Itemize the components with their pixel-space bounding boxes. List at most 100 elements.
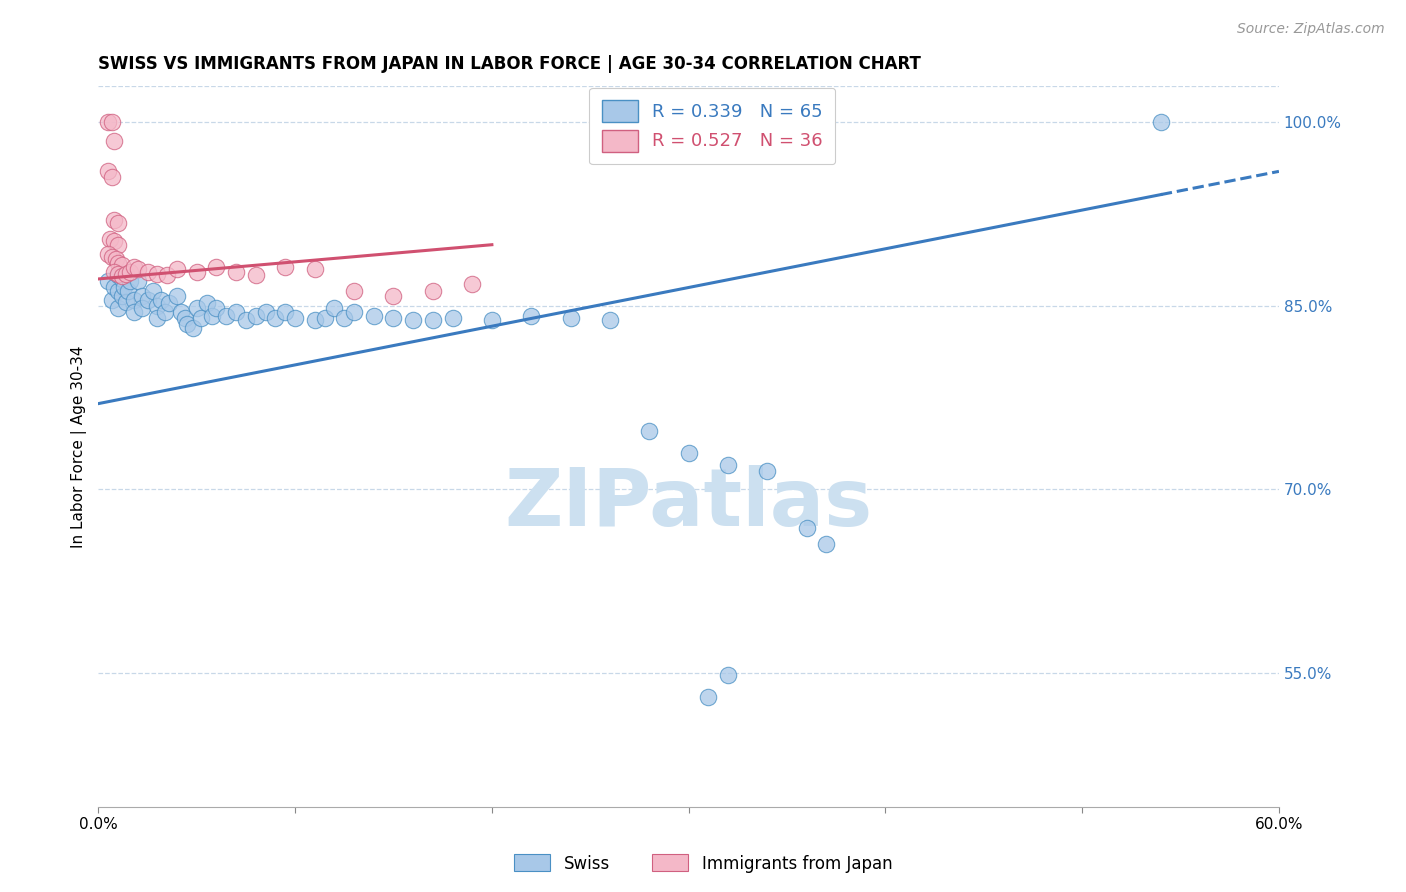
Point xyxy=(117,284,139,298)
Y-axis label: In Labor Force | Age 30-34: In Labor Force | Age 30-34 xyxy=(72,345,87,548)
Point xyxy=(103,234,125,248)
Point xyxy=(343,284,366,298)
Point xyxy=(815,537,838,551)
Point xyxy=(107,216,129,230)
Point xyxy=(176,317,198,331)
Point xyxy=(107,284,129,298)
Point xyxy=(170,305,193,319)
Point xyxy=(363,309,385,323)
Point xyxy=(186,264,208,278)
Point xyxy=(422,284,444,298)
Point xyxy=(461,277,484,291)
Legend: R = 0.339   N = 65, R = 0.527   N = 36: R = 0.339 N = 65, R = 0.527 N = 36 xyxy=(589,87,835,164)
Point xyxy=(254,305,277,319)
Point xyxy=(122,293,145,307)
Text: ZIPatlas: ZIPatlas xyxy=(505,465,873,543)
Point xyxy=(1150,115,1173,129)
Point xyxy=(157,296,180,310)
Point xyxy=(97,115,120,129)
Point xyxy=(343,305,366,319)
Point xyxy=(131,289,153,303)
Point xyxy=(115,295,138,310)
Point xyxy=(274,305,297,319)
Point xyxy=(111,272,134,286)
Point xyxy=(107,267,129,281)
Point xyxy=(638,424,661,438)
Point xyxy=(402,313,425,327)
Point xyxy=(111,269,134,284)
Point xyxy=(264,311,287,326)
Point xyxy=(155,305,177,319)
Point xyxy=(97,274,120,288)
Point xyxy=(122,260,145,274)
Point xyxy=(225,264,247,278)
Point xyxy=(697,690,720,704)
Point xyxy=(136,264,159,278)
Point xyxy=(382,311,405,326)
Point xyxy=(146,299,169,313)
Point xyxy=(215,309,238,323)
Point xyxy=(181,321,204,335)
Point xyxy=(599,313,621,327)
Point xyxy=(111,289,134,303)
Point xyxy=(97,247,120,261)
Point xyxy=(115,267,138,281)
Point xyxy=(107,268,129,283)
Point xyxy=(304,313,326,327)
Point xyxy=(520,309,543,323)
Point xyxy=(174,311,197,326)
Point xyxy=(98,231,121,245)
Point xyxy=(127,274,149,288)
Point xyxy=(190,311,212,326)
Point xyxy=(118,274,141,288)
Point xyxy=(107,301,129,316)
Point xyxy=(103,280,125,294)
Point xyxy=(166,262,188,277)
Point xyxy=(382,289,405,303)
Point xyxy=(107,237,129,252)
Point xyxy=(422,313,444,327)
Point xyxy=(127,262,149,277)
Point xyxy=(146,267,169,281)
Point xyxy=(103,264,125,278)
Legend: Swiss, Immigrants from Japan: Swiss, Immigrants from Japan xyxy=(508,847,898,880)
Point xyxy=(107,256,129,270)
Point xyxy=(105,252,128,267)
Point xyxy=(103,213,125,227)
Point xyxy=(150,293,173,307)
Point xyxy=(122,305,145,319)
Point xyxy=(796,521,818,535)
Point xyxy=(195,296,218,310)
Point xyxy=(146,311,169,326)
Point xyxy=(186,301,208,316)
Point xyxy=(441,311,464,326)
Point xyxy=(314,311,336,326)
Point xyxy=(245,309,267,323)
Point xyxy=(111,259,134,273)
Point xyxy=(304,262,326,277)
Point xyxy=(245,268,267,283)
Point xyxy=(225,305,247,319)
Point xyxy=(235,313,257,327)
Point xyxy=(274,260,297,274)
Point xyxy=(756,464,779,478)
Point xyxy=(101,115,124,129)
Point xyxy=(136,293,159,307)
Point xyxy=(323,301,346,316)
Point xyxy=(101,170,124,185)
Point xyxy=(678,445,700,459)
Point xyxy=(333,311,356,326)
Point xyxy=(156,268,179,283)
Point xyxy=(103,134,125,148)
Text: SWISS VS IMMIGRANTS FROM JAPAN IN LABOR FORCE | AGE 30-34 CORRELATION CHART: SWISS VS IMMIGRANTS FROM JAPAN IN LABOR … xyxy=(98,55,921,73)
Point xyxy=(205,260,228,274)
Point xyxy=(284,311,307,326)
Point xyxy=(97,164,120,178)
Point xyxy=(560,311,582,326)
Point xyxy=(112,280,135,294)
Point xyxy=(142,284,165,298)
Point xyxy=(131,301,153,316)
Point xyxy=(101,293,124,307)
Point xyxy=(717,458,740,472)
Point xyxy=(118,264,141,278)
